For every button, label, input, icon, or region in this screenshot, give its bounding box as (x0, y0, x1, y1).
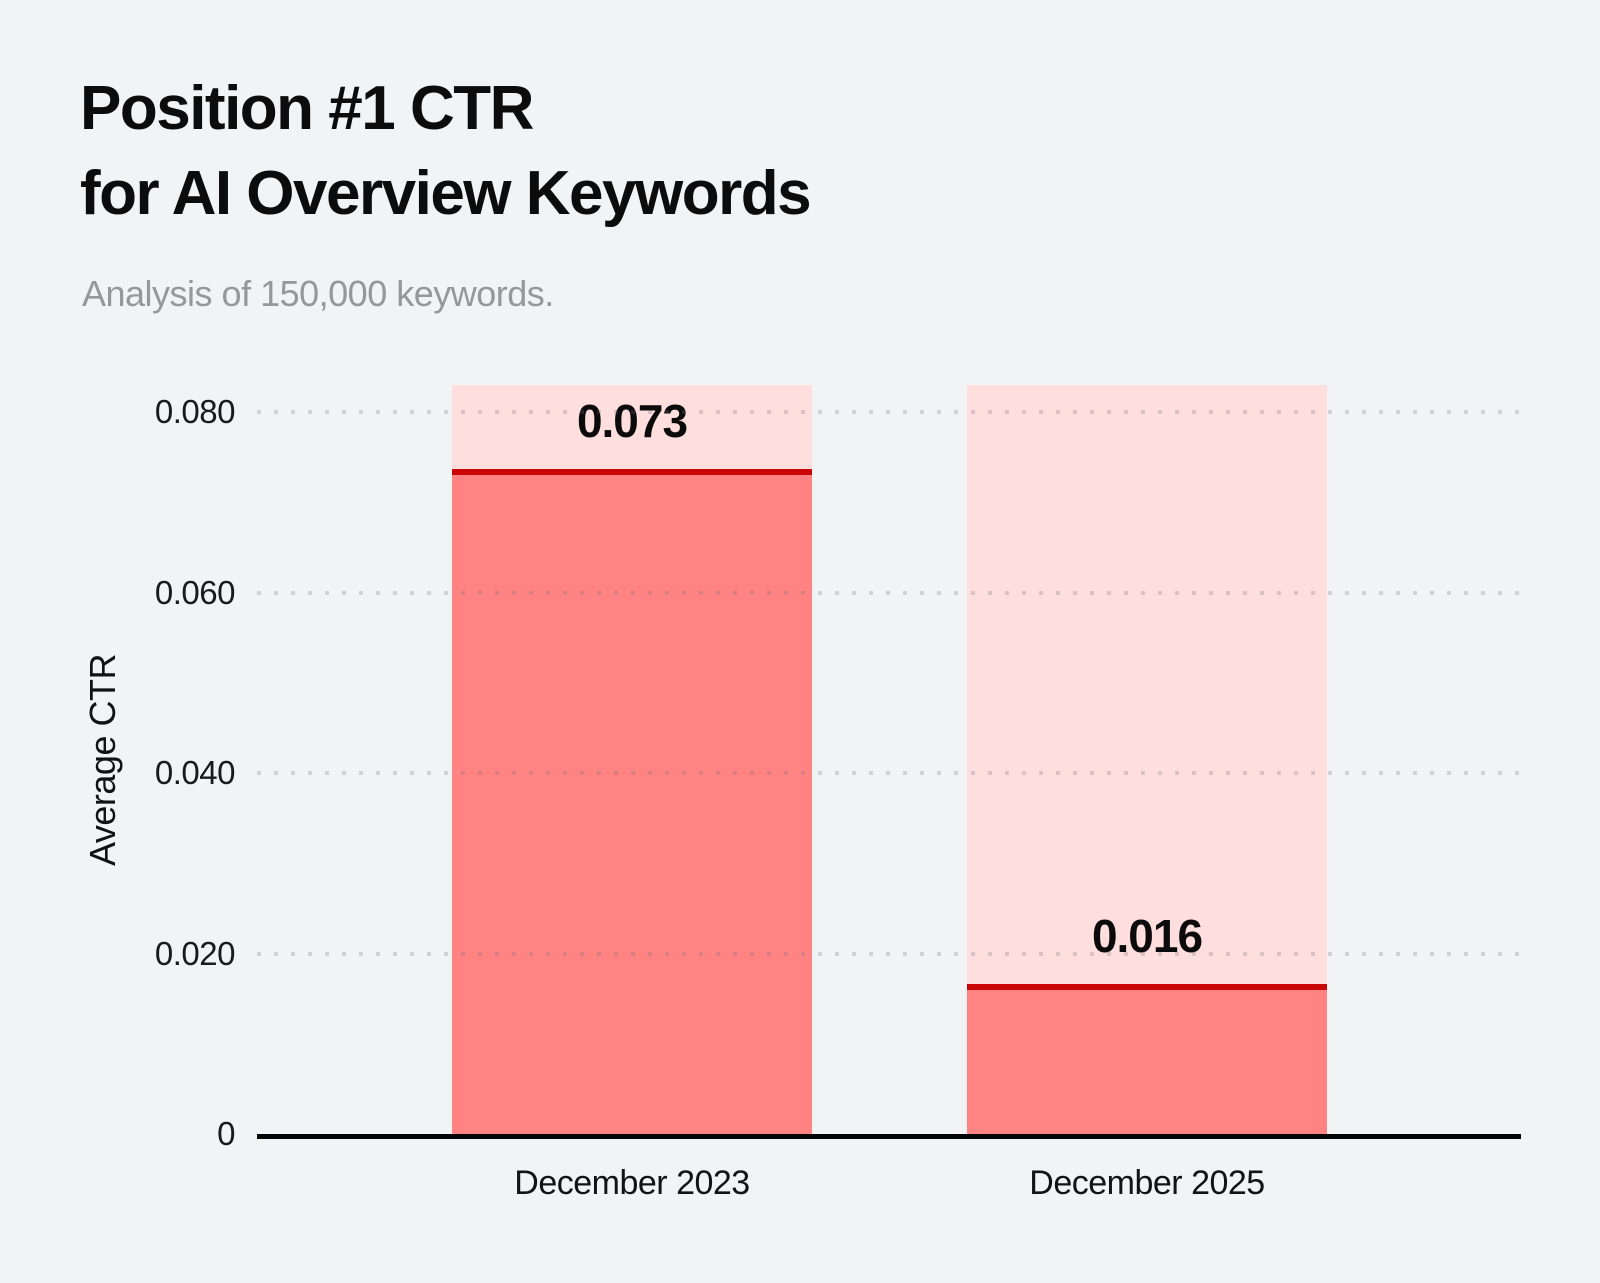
x-category-label: December 2023 (514, 1164, 750, 1202)
bar-value-label: 0.016 (1091, 910, 1203, 962)
y-tick-label: 0.060 (154, 573, 236, 611)
x-axis-line (257, 1134, 1521, 1139)
y-tick-label: 0.020 (154, 934, 236, 972)
bar-december-2025: 0.016 (967, 385, 1327, 1134)
chart-title: Position #1 CTR for AI Overview Keywords (80, 66, 812, 236)
bar-value-label: 0.073 (576, 395, 688, 447)
bar-top-line (452, 469, 812, 475)
chart-title-line2: for AI Overview Keywords (80, 159, 812, 228)
gridline-0.06 (257, 590, 1521, 595)
y-tick-label: 0.040 (154, 754, 236, 792)
chart-subtitle: Analysis of 150,000 keywords. (82, 273, 554, 314)
gridline-0.04 (257, 771, 1521, 776)
plot-area: 0.073 0.016 (257, 385, 1521, 1139)
gridline-0.02 (257, 951, 1521, 956)
bar-top-line (967, 984, 1327, 990)
y-tick-label: 0.080 (154, 393, 236, 431)
bar-december-2023: 0.073 (452, 385, 812, 1134)
bar-fill (967, 990, 1327, 1134)
x-category-label: December 2025 (1029, 1164, 1265, 1202)
gridline-0.08 (257, 410, 1521, 415)
bar-fill (452, 475, 812, 1134)
chart-title-line1: Position #1 CTR (80, 74, 534, 143)
y-tick-label: 0 (217, 1115, 235, 1152)
